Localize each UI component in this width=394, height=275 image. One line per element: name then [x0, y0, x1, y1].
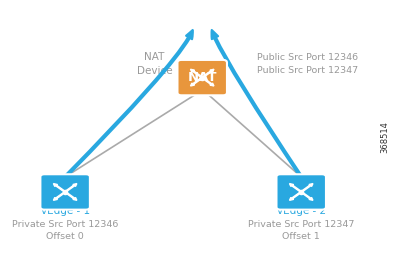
FancyArrow shape: [202, 69, 214, 78]
FancyArrow shape: [54, 192, 65, 200]
Text: Offset 1: Offset 1: [282, 232, 320, 241]
FancyArrow shape: [65, 183, 77, 192]
Text: 368514: 368514: [380, 122, 389, 153]
FancyBboxPatch shape: [177, 60, 227, 95]
FancyArrow shape: [301, 183, 313, 192]
Text: Private Src Port 12347: Private Src Port 12347: [248, 220, 355, 229]
FancyArrow shape: [290, 183, 302, 192]
FancyArrow shape: [202, 77, 214, 86]
FancyBboxPatch shape: [277, 174, 326, 210]
Text: Public Src Port 12347: Public Src Port 12347: [257, 66, 359, 75]
FancyBboxPatch shape: [41, 174, 90, 210]
Text: Public Src Port 12346: Public Src Port 12346: [257, 53, 359, 62]
Text: NAT
Device: NAT Device: [137, 52, 173, 76]
FancyArrow shape: [290, 192, 302, 200]
FancyArrow shape: [190, 77, 203, 86]
Text: vEdge - 2: vEdge - 2: [277, 206, 326, 216]
Text: Private Src Port 12346: Private Src Port 12346: [12, 220, 118, 229]
FancyArrow shape: [54, 183, 65, 192]
FancyArrowPatch shape: [64, 30, 193, 178]
Text: Offset 0: Offset 0: [46, 232, 84, 241]
FancyArrowPatch shape: [212, 30, 302, 178]
FancyArrow shape: [190, 69, 203, 78]
FancyArrow shape: [65, 192, 77, 200]
Text: vEdge - 1: vEdge - 1: [41, 206, 90, 216]
FancyArrow shape: [301, 192, 313, 200]
Text: NAT: NAT: [188, 71, 217, 84]
